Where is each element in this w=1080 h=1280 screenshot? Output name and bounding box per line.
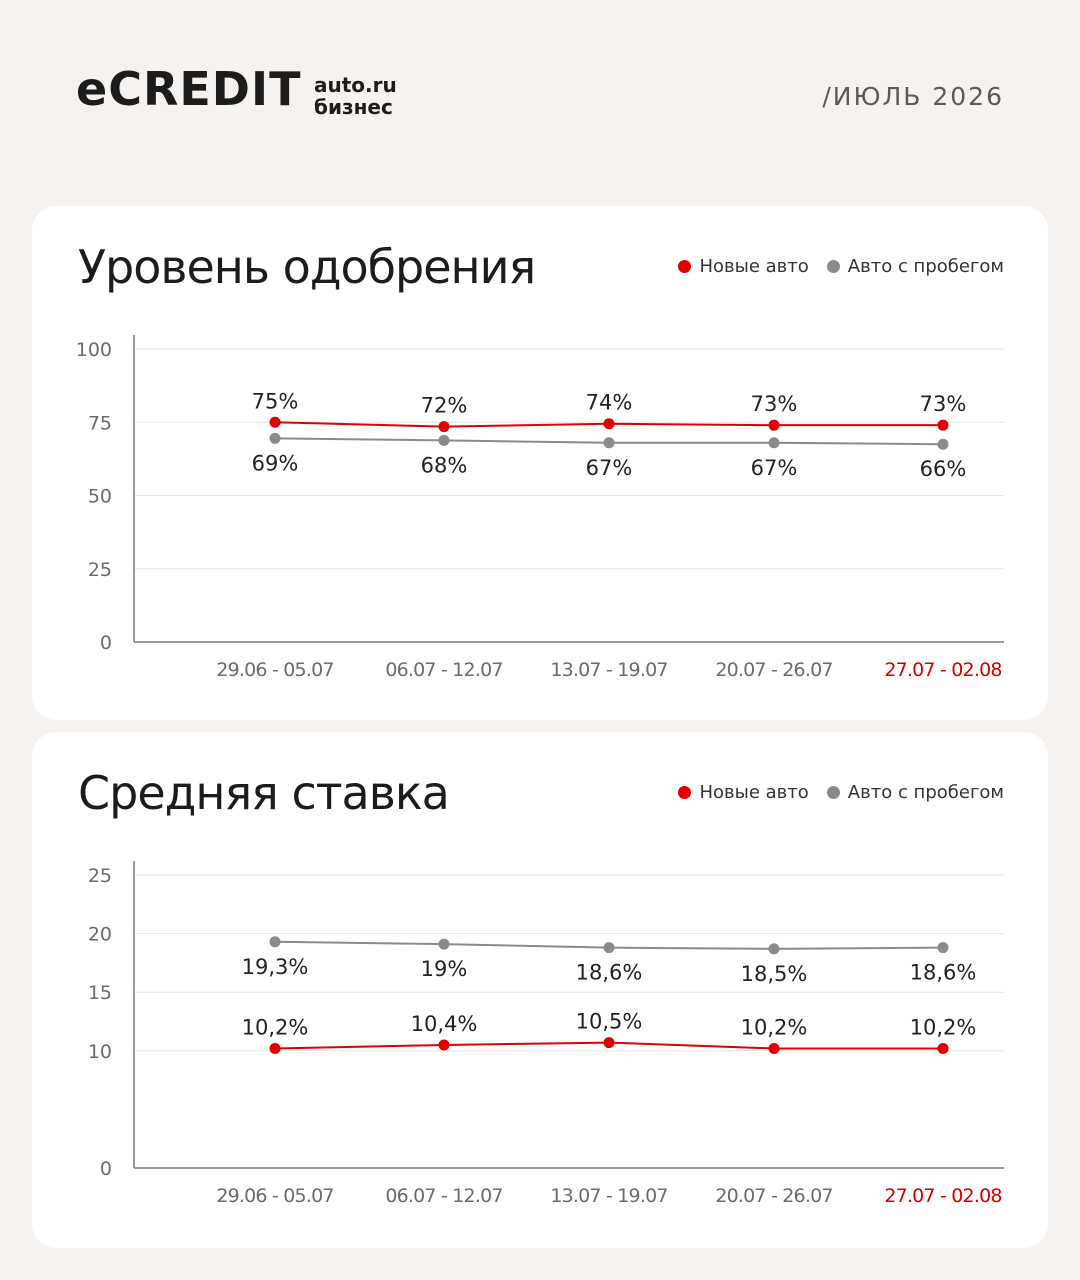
x-tick-label: 13.07 - 19.07 xyxy=(550,659,667,681)
header: eCREDIT auto.ru бизнес /ИЮЛЬ 2026 xyxy=(0,0,1080,200)
data-point xyxy=(768,437,780,449)
data-point xyxy=(269,416,281,428)
data-label: 10,2% xyxy=(741,1015,808,1039)
data-point xyxy=(937,438,949,450)
period-label: /ИЮЛЬ 2026 xyxy=(822,82,1004,111)
logo-sub-line2: бизнес xyxy=(314,95,393,119)
x-tick-label: 27.07 - 02.08 xyxy=(884,659,1001,681)
data-point xyxy=(269,432,281,444)
chart-legend: Новые авто Авто с пробегом xyxy=(678,256,1004,277)
x-tick-label: 20.07 - 26.07 xyxy=(715,1185,832,1207)
autoru-business-logo: auto.ru бизнес xyxy=(314,74,397,118)
data-point xyxy=(768,943,780,955)
data-label: 18,5% xyxy=(741,962,808,986)
data-point xyxy=(603,437,615,449)
data-point xyxy=(603,1037,615,1049)
average-rate-card: Средняя ставка Новые авто Авто с пробего… xyxy=(32,732,1048,1248)
approval-rate-card: Уровень одобрения Новые авто Авто с проб… xyxy=(32,206,1048,720)
legend-dot-new-icon xyxy=(678,260,692,273)
legend-dot-used-icon xyxy=(826,260,840,273)
data-point xyxy=(768,419,780,431)
data-label: 73% xyxy=(751,392,798,416)
data-point xyxy=(269,1042,281,1054)
y-tick-label: 10 xyxy=(88,1041,112,1063)
data-label: 67% xyxy=(751,456,798,480)
average-rate-chart: 0 10 15 20 25 29.06 - 05.07 06.07 - 12.07 13.07… xyxy=(88,861,1004,1207)
x-tick-label: 06.07 - 12.07 xyxy=(385,659,502,681)
data-label: 10,5% xyxy=(576,1010,643,1034)
data-point xyxy=(768,1042,780,1054)
legend-item-new: Новые авто xyxy=(678,782,809,803)
legend-label-new: Новые авто xyxy=(699,782,809,803)
data-label: 19% xyxy=(421,957,468,981)
data-point xyxy=(269,936,281,948)
legend-label-used: Авто с пробегом xyxy=(847,782,1004,803)
data-label: 10,2% xyxy=(242,1015,309,1039)
data-point xyxy=(438,434,450,446)
legend-label-new: Новые авто xyxy=(699,256,809,277)
data-point xyxy=(937,942,949,954)
y-tick-label: 15 xyxy=(88,982,112,1004)
data-label: 10,2% xyxy=(910,1015,977,1039)
data-label: 72% xyxy=(421,394,468,418)
data-point xyxy=(438,1039,450,1051)
x-tick-label: 27.07 - 02.08 xyxy=(884,1185,1001,1207)
data-label: 18,6% xyxy=(910,961,977,985)
data-point xyxy=(937,419,949,431)
data-label: 69% xyxy=(252,451,299,475)
legend-dot-used-icon xyxy=(826,786,840,799)
data-point xyxy=(438,938,450,950)
legend-item-used: Авто с пробегом xyxy=(826,256,1004,277)
x-tick-label: 06.07 - 12.07 xyxy=(385,1185,502,1207)
x-tick-label: 29.06 - 05.07 xyxy=(216,659,333,681)
logo-sub-line1: auto.ru xyxy=(314,73,397,97)
data-point xyxy=(603,418,615,430)
data-label: 66% xyxy=(920,457,967,481)
y-tick-label: 0 xyxy=(100,1158,112,1180)
y-tick-label: 25 xyxy=(88,865,112,887)
chart-title: Уровень одобрения xyxy=(78,240,536,294)
data-point xyxy=(937,1042,949,1054)
data-label: 68% xyxy=(421,453,468,477)
chart-title: Средняя ставка xyxy=(78,766,450,820)
legend-item-used: Авто с пробегом xyxy=(826,782,1004,803)
x-tick-label: 20.07 - 26.07 xyxy=(715,659,832,681)
data-label: 73% xyxy=(920,392,967,416)
data-label: 18,6% xyxy=(576,961,643,985)
y-tick-label: 0 xyxy=(100,632,112,654)
data-label: 19,3% xyxy=(242,955,309,979)
data-label: 75% xyxy=(252,389,299,413)
ecredit-logo: eCREDIT xyxy=(76,62,302,116)
data-label: 74% xyxy=(586,391,633,415)
y-tick-label: 20 xyxy=(88,924,112,946)
legend-dot-new-icon xyxy=(678,786,692,799)
y-tick-label: 75 xyxy=(88,412,112,434)
y-tick-label: 25 xyxy=(88,559,112,581)
x-tick-label: 13.07 - 19.07 xyxy=(550,1185,667,1207)
y-tick-label: 50 xyxy=(88,486,112,508)
data-label: 67% xyxy=(586,456,633,480)
x-tick-label: 29.06 - 05.07 xyxy=(216,1185,333,1207)
data-point xyxy=(438,421,450,433)
legend-label-used: Авто с пробегом xyxy=(847,256,1004,277)
approval-rate-chart: 0 25 50 75 100 29.06 - 05.07 06.07 - 12.07 13.0… xyxy=(76,335,1004,681)
data-point xyxy=(603,942,615,954)
chart-legend: Новые авто Авто с пробегом xyxy=(678,782,1004,803)
data-label: 10,4% xyxy=(411,1012,478,1036)
y-tick-label: 100 xyxy=(76,339,112,361)
legend-item-new: Новые авто xyxy=(678,256,809,277)
